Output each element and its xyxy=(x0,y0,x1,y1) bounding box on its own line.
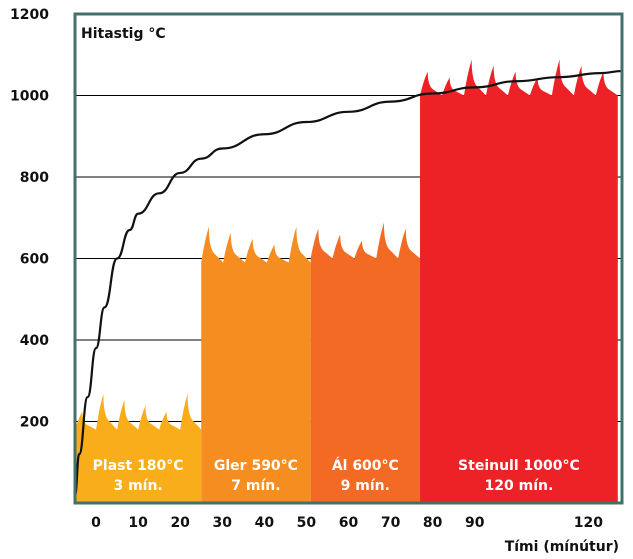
bar-duration-4: 120 mín. xyxy=(485,478,554,494)
bars: Plast 180°C 3 mín. Gler 590°C 7 mín. Ál 600°… xyxy=(75,59,618,503)
x-tick-label: 10 xyxy=(128,515,148,531)
bar-4 xyxy=(420,59,618,503)
x-axis-ticks: 0 10 20 30 40 50 60 70 80 90 120 xyxy=(91,515,603,531)
bar-label-4: Steinull 1000°C xyxy=(458,458,580,474)
bar-1 xyxy=(75,393,202,503)
x-tick-label: 50 xyxy=(297,515,317,531)
bar-duration-2: 7 mín. xyxy=(231,478,280,494)
bar-label-1: Plast 180°C xyxy=(93,458,184,474)
y-tick-label: 800 xyxy=(20,170,49,186)
y-axis-label: Hitastig °C xyxy=(81,26,166,42)
x-tick-label: 30 xyxy=(213,515,233,531)
y-tick-label: 600 xyxy=(20,252,49,268)
x-tick-label: 60 xyxy=(339,515,359,531)
y-tick-label: 1200 xyxy=(10,7,49,23)
bar-label-3: Ál 600°C xyxy=(332,457,399,474)
y-tick-label: 400 xyxy=(20,333,49,349)
bar-duration-3: 9 mín. xyxy=(341,478,390,494)
y-tick-label: 1000 xyxy=(10,89,49,105)
x-tick-label: 0 xyxy=(91,515,101,531)
y-tick-label: 200 xyxy=(20,415,49,431)
bar-duration-1: 3 mín. xyxy=(113,478,162,494)
plot-frame xyxy=(73,12,624,505)
bar-3 xyxy=(310,222,421,503)
fire-curve xyxy=(73,69,623,496)
bar-2 xyxy=(201,226,311,503)
frame-border xyxy=(73,12,624,505)
x-tick-label: 40 xyxy=(255,515,275,531)
bar-label-2: Gler 590°C xyxy=(214,458,298,474)
temperature-curve xyxy=(73,69,623,496)
x-tick-label: 120 xyxy=(574,515,603,531)
x-tick-label: 70 xyxy=(381,515,401,531)
x-tick-label: 90 xyxy=(465,515,485,531)
x-tick-label: 20 xyxy=(170,515,190,531)
y-axis-ticks: 200 400 600 800 1000 1200 xyxy=(10,7,49,431)
x-tick-label: 80 xyxy=(423,515,443,531)
x-axis-label: Tími (mínútur) xyxy=(505,539,619,555)
